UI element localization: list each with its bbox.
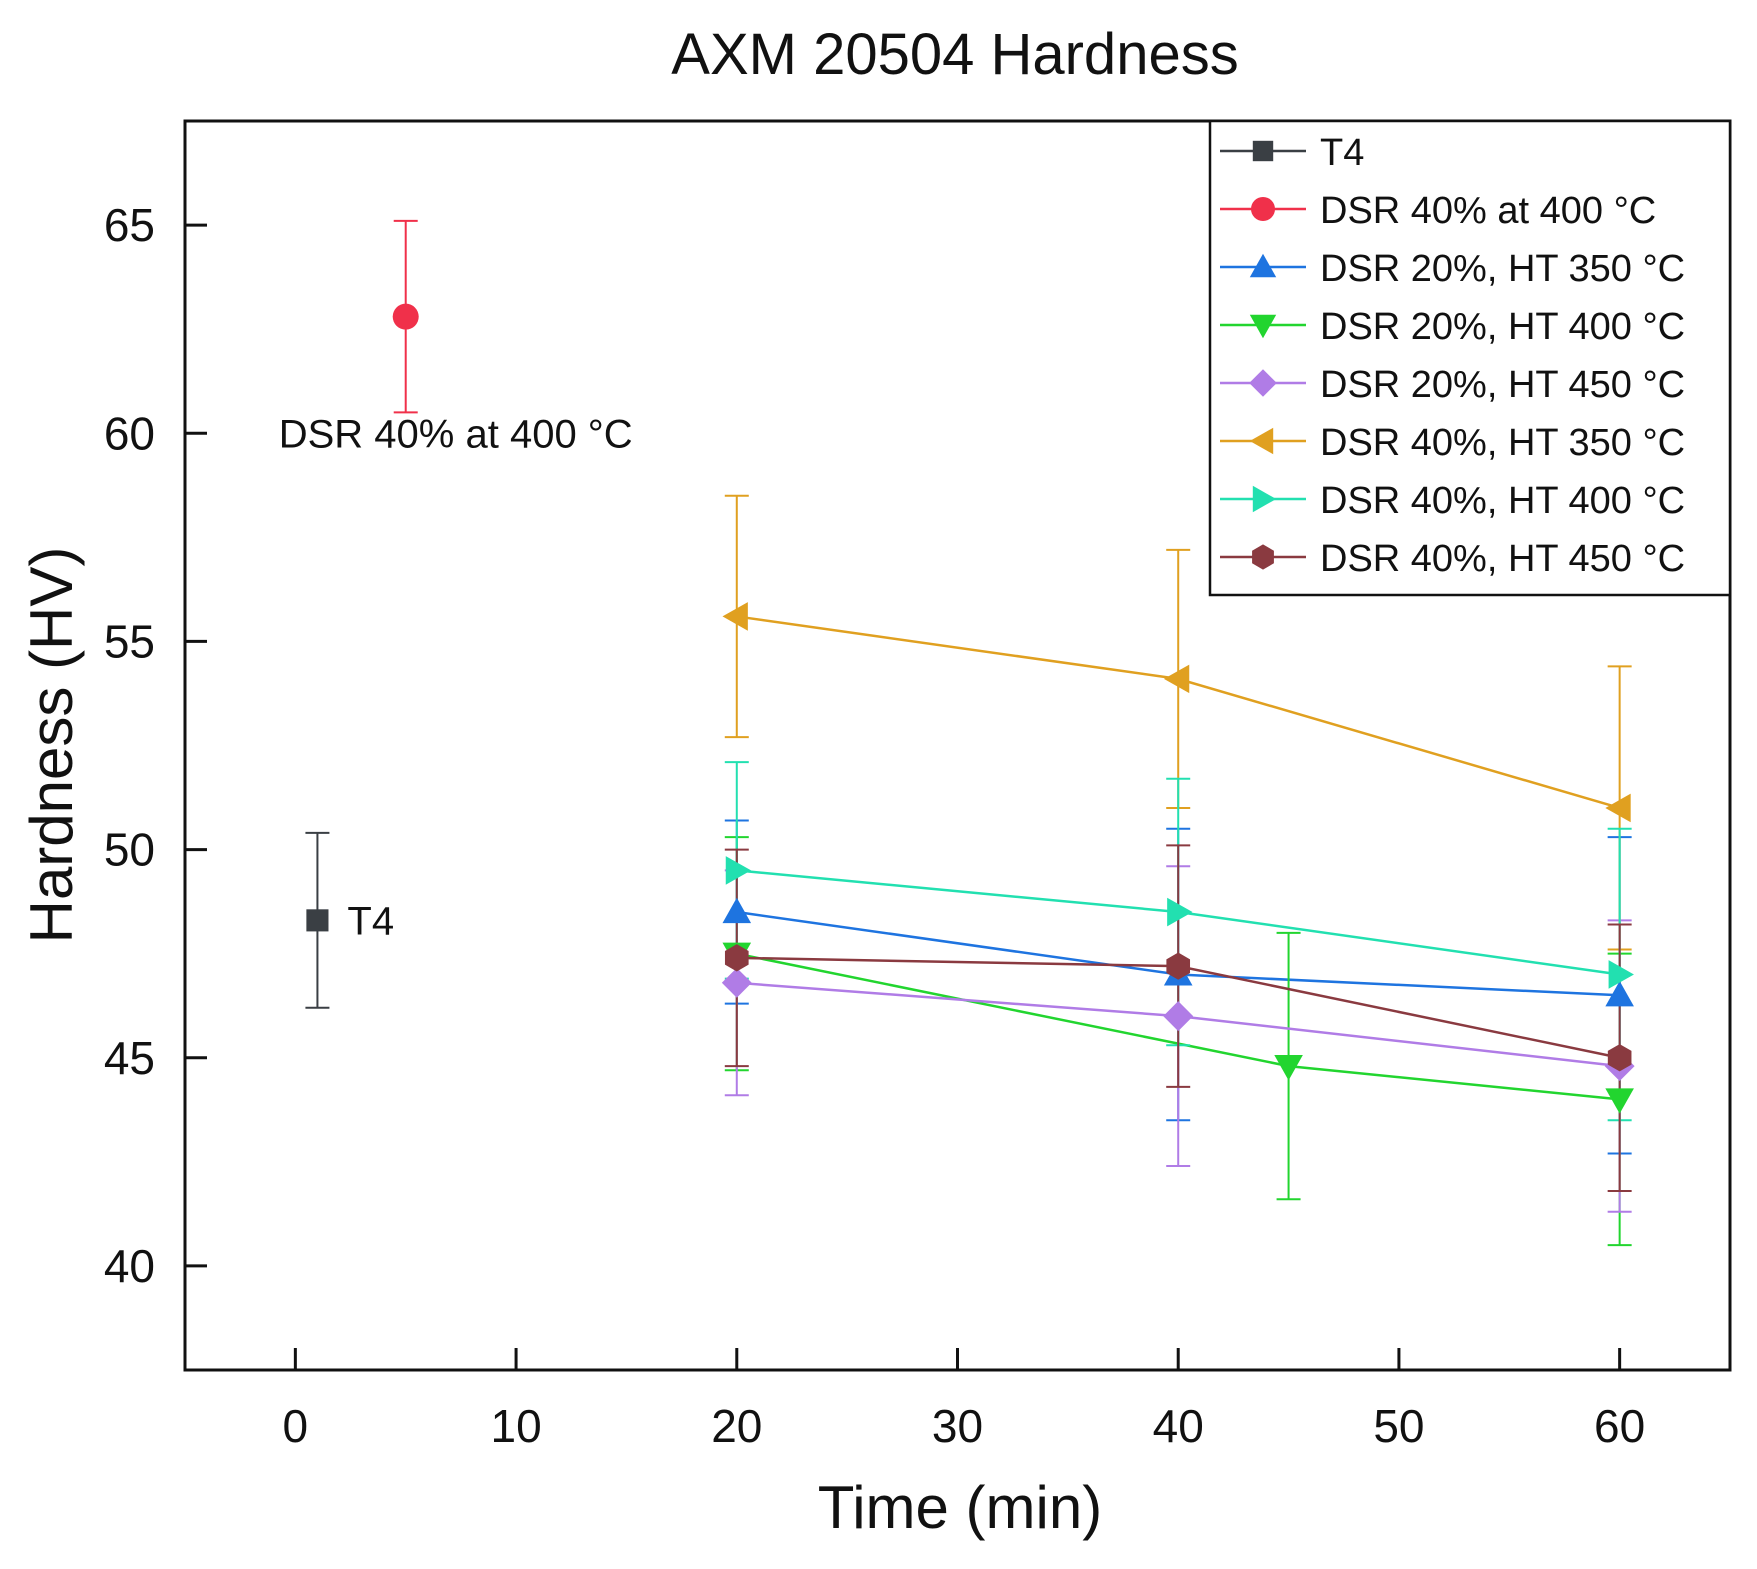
y-tick-label: 50 [104,824,155,876]
y-tick-label: 65 [104,199,155,251]
legend-marker [1251,197,1275,221]
legend-marker [1249,427,1274,455]
legend-entry-label: DSR 40%, HT 350 °C [1320,422,1685,464]
annotation-label: T4 [347,899,394,943]
legend-entry-label: DSR 40%, HT 400 °C [1320,480,1685,522]
series-7-point [1607,1044,1632,1072]
legend-entry-label: T4 [1320,132,1364,174]
legend-marker [1249,314,1277,339]
y-tick-label: 45 [104,1032,155,1084]
chart-title: AXM 20504 Hardness [671,22,1238,87]
x-tick-label: 60 [1594,1400,1645,1452]
series-7-point [724,944,749,972]
legend-entry-label: DSR 20%, HT 350 °C [1320,248,1685,290]
legend-marker [1252,140,1274,162]
series-4-point [721,967,752,998]
x-tick-label: 0 [283,1400,309,1452]
plot-area: 0 10 20 30 40 50 60 40 45 50 55 60 65 DSR 40% at 400 … [104,119,1732,1452]
legend-entry-label: DSR 40% at 400 °C [1320,190,1656,232]
series-2-point [722,897,752,924]
series-1-point [392,303,419,330]
series-7-point [1166,952,1191,980]
x-tick-label: 40 [1153,1400,1204,1452]
series-6-point [1608,960,1634,989]
series-6-point [1167,897,1193,927]
series-0-point [306,909,329,932]
series-3-point [1274,1055,1303,1081]
legend-entry-label: DSR 20%, HT 450 °C [1320,364,1685,406]
x-tick-label: 10 [490,1400,541,1452]
legend-marker [1252,485,1277,513]
series-2-point [1605,981,1634,1007]
series-5-point [722,602,748,631]
x-tick-label: 20 [711,1400,762,1452]
annotation-label: DSR 40% at 400 °C [279,412,633,456]
series-4-point [1163,1001,1194,1032]
series-5-point [1605,793,1631,823]
legend-box [1208,119,1732,597]
legend-entry-label: DSR 40%, HT 450 °C [1320,538,1685,580]
x-tick-label: 30 [932,1400,983,1452]
legend-marker [1249,369,1277,397]
legend-marker [1249,253,1277,278]
series-5-point [1163,664,1190,694]
y-tick-label: 55 [104,615,155,667]
series-3-point [1605,1088,1634,1114]
y-tick-label: 60 [104,407,155,459]
legend-entry-label: DSR 20%, HT 400 °C [1320,306,1685,348]
series-6-point [725,856,752,885]
x-tick-label: 50 [1373,1400,1424,1452]
x-axis-label: Time (min) [818,1474,1102,1541]
y-tick-label: 40 [104,1240,155,1292]
legend: T4 DSR 40% at 400 °C DSR 20%, HT 350 °C DSR… [1208,119,1732,597]
legend-marker [1252,544,1274,570]
y-axis-label: Hardness (HV) [18,547,85,944]
